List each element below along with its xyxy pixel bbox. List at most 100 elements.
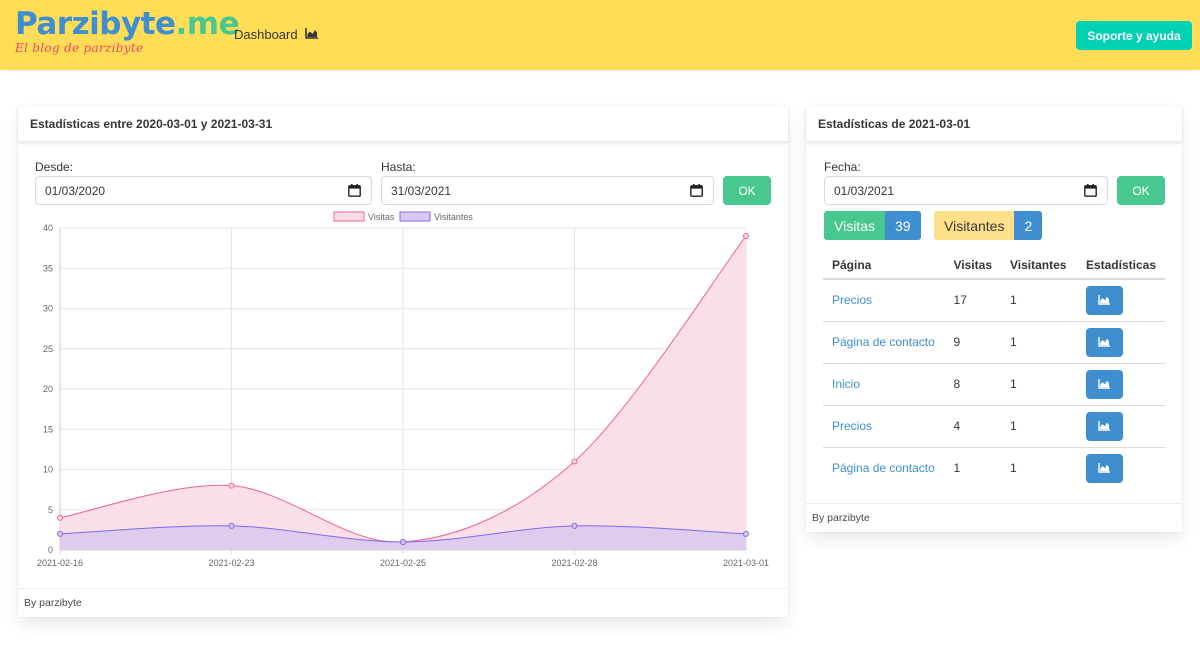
brand-logo[interactable]: Parzibyte.me El blog de parzibyte (15, 6, 240, 55)
brand-subtitle: El blog de parzibyte (15, 41, 144, 55)
chart-area-icon (1098, 337, 1111, 347)
range-stats-card: Estadísticas entre 2020-03-01 y 2021-03-… (18, 106, 788, 617)
calendar-icon[interactable] (690, 184, 703, 200)
data-point (571, 522, 578, 529)
visitors-cell: 1 (1001, 279, 1077, 322)
table-row: Precios 17 1 (823, 279, 1165, 322)
nav-dashboard-link[interactable]: Dashboard (234, 27, 318, 42)
data-point (743, 233, 749, 240)
stats-cell (1076, 363, 1165, 406)
range-card-footer: By parzibyte (18, 588, 788, 617)
from-date-input[interactable]: 01/03/2020 (35, 176, 372, 205)
data-point (743, 530, 749, 537)
brand-tld: .me (175, 6, 240, 42)
data-point (228, 522, 235, 529)
y-tick-label: 25 (43, 344, 53, 354)
page-link[interactable]: Página de contacto (832, 461, 935, 476)
visits-tag-count: 39 (884, 211, 921, 240)
nav-dashboard-label: Dashboard (234, 27, 298, 42)
y-tick-label: 5 (48, 505, 53, 515)
data-point (57, 530, 63, 537)
stats-cell (1076, 405, 1165, 448)
support-button[interactable]: Soporte y ayuda (1076, 21, 1192, 50)
chart-area-icon (1098, 379, 1111, 389)
y-tick-label: 35 (43, 263, 53, 273)
visits-cell: 8 (944, 363, 1001, 406)
col-header-page: Página (823, 251, 945, 280)
data-point (57, 514, 63, 521)
chart-area-icon (1098, 463, 1111, 473)
page-link[interactable]: Página de contacto (823, 321, 945, 364)
table-header-row: Página Visitas Visitantes Estadísticas (823, 251, 1165, 280)
view-stats-button[interactable] (1085, 369, 1123, 399)
data-point (228, 482, 235, 489)
stats-cell (1077, 447, 1165, 489)
table-row: Precios 4 1 (823, 405, 1165, 448)
visitors-cell: 1 (1010, 461, 1017, 476)
day-card-title: Estadísticas de 2021-03-01 (806, 106, 1182, 142)
day-stats-card: Estadísticas de 2021-03-01 Fecha: 01/03/… (806, 106, 1182, 532)
y-tick-label: 20 (43, 384, 53, 394)
visits-tag-label: Visitas (824, 211, 885, 240)
col-header-visits: Visitas (944, 251, 1001, 280)
legend-swatch (333, 211, 365, 222)
calendar-icon[interactable] (348, 184, 361, 200)
y-tick-label: 30 (43, 304, 53, 314)
x-tick-label: 2021-03-01 (723, 558, 769, 568)
day-date-input[interactable]: 01/03/2021 (824, 176, 1108, 205)
calendar-icon[interactable] (1084, 184, 1097, 200)
from-date-value: 01/03/2020 (45, 184, 106, 198)
range-chart: 0 5 10 15 20 25 30 35 40 2021-02-16 2021-02-23 2021… (37, 211, 769, 568)
visitors-cell: 1 (1001, 363, 1077, 406)
page-link[interactable]: Precios (823, 279, 945, 322)
data-point (400, 538, 406, 545)
brand-title: Parzibyte.me (15, 6, 240, 42)
range-ok-button[interactable]: OK (723, 176, 771, 205)
legend-swatch (399, 211, 431, 222)
visits-tag: Visitas 39 (824, 211, 921, 240)
stats-cell (1076, 321, 1165, 364)
data-point (571, 458, 578, 465)
col-header-visitors: Visitantes (1001, 251, 1077, 280)
view-stats-button[interactable] (1085, 411, 1123, 441)
view-stats-button[interactable] (1085, 327, 1123, 357)
table-row: Página de contacto 9 1 (823, 321, 1165, 364)
chart-area-icon (1098, 421, 1111, 431)
from-label: Desde: (35, 160, 74, 174)
series-area-visitantes (60, 525, 746, 550)
day-card-footer: By parzibyte (806, 503, 1182, 532)
page-link[interactable]: Precios (823, 405, 945, 448)
view-stats-button[interactable] (1085, 285, 1123, 315)
table-row: Página de contacto 1 1 (823, 447, 1165, 489)
chart-area-icon (304, 27, 318, 42)
col-header-stats: Estadísticas (1076, 251, 1165, 280)
view-stats-button[interactable] (1085, 453, 1123, 483)
visitors-cell: 1 (1001, 405, 1077, 448)
x-tick-label: 2021-02-25 (380, 558, 426, 568)
x-tick-label: 2021-02-23 (208, 558, 254, 568)
visits-cell: 4 (944, 405, 1001, 448)
to-date-value: 31/03/2021 (391, 184, 452, 198)
page-link[interactable]: Inicio (823, 363, 945, 406)
y-tick-label: 15 (43, 424, 53, 434)
visits-cell: 17 (944, 279, 1001, 322)
x-tick-label: 2021-02-16 (37, 558, 83, 568)
to-date-input[interactable]: 31/03/2021 (381, 176, 714, 205)
visitors-tag-count: 2 (1014, 211, 1043, 240)
date-label: Fecha: (824, 160, 861, 174)
stats-cell (1076, 279, 1165, 322)
table-row: Inicio 8 1 (823, 363, 1165, 406)
navbar: Parzibyte.me El blog de parzibyte Dashbo… (0, 0, 1200, 70)
x-tick-label: 2021-02-28 (551, 558, 597, 568)
visitors-tag-label: Visitantes (934, 211, 1015, 240)
visits-cell: 9 (944, 321, 1001, 364)
day-ok-button[interactable]: OK (1117, 176, 1165, 205)
visitors-cell: 1 (1001, 321, 1077, 364)
day-date-value: 01/03/2021 (834, 184, 895, 198)
range-card-title: Estadísticas entre 2020-03-01 y 2021-03-… (18, 106, 788, 142)
series-line-visitas (59, 235, 747, 543)
to-label: Hasta: (381, 160, 416, 174)
chart-area-icon (1098, 295, 1111, 305)
pages-table: Página Visitas Visitantes Estadísticas P… (823, 251, 1165, 489)
visits-cell: 1 (953, 461, 961, 476)
